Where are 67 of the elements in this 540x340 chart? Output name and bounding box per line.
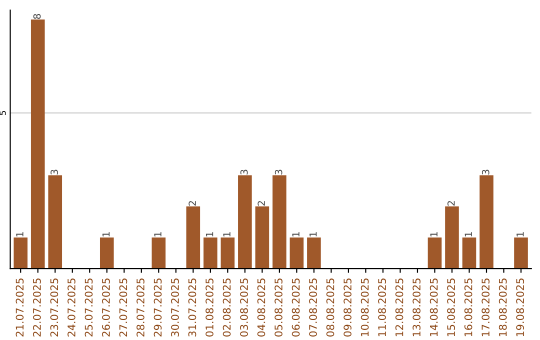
bar	[100, 237, 114, 269]
data-label: 1	[310, 232, 317, 236]
data-label: 1	[464, 232, 472, 236]
data-label: 2	[188, 201, 196, 206]
x-tick-label: 21.07.2025	[16, 278, 24, 337]
bar	[462, 237, 476, 269]
data-label: 1	[516, 232, 524, 236]
bar	[445, 206, 459, 269]
bar	[204, 237, 218, 269]
bar	[152, 237, 166, 269]
data-label: 3	[482, 170, 490, 174]
x-tick-label: 10.08.2025	[360, 278, 369, 336]
bar	[480, 175, 494, 269]
bar	[272, 175, 286, 269]
data-label: 1	[154, 232, 162, 236]
x-tick-label: 22.07.2025	[33, 278, 41, 337]
bar	[14, 237, 28, 269]
x-tick-label: 03.08.2025	[240, 278, 248, 337]
data-label: 8	[33, 14, 41, 19]
x-tick-label: 29.07.2025	[154, 278, 162, 337]
x-tick-label: 09.08.2025	[344, 278, 352, 337]
x-tick-label: 02.08.2025	[222, 278, 231, 337]
bar	[30, 20, 45, 269]
x-tick-label: 07.08.2025	[309, 278, 317, 337]
data-label: 1	[16, 232, 24, 236]
x-tick-label: 14.08.2025	[430, 278, 438, 336]
bar	[307, 237, 321, 269]
bar	[186, 206, 200, 269]
x-tick-label: 04.08.2025	[257, 278, 266, 337]
x-tick-label: 30.07.2025	[171, 278, 179, 336]
x-tick-label: 27.07.2025	[119, 278, 128, 337]
data-label: 1	[292, 232, 300, 236]
bar	[514, 237, 528, 269]
x-tick-label: 12.08.2025	[395, 278, 404, 336]
x-tick-label: 31.07.2025	[188, 278, 196, 336]
x-tick-label: 16.08.2025	[464, 278, 472, 336]
data-label: 2	[447, 201, 455, 206]
data-label: 1	[430, 232, 438, 236]
data-label: 1	[102, 232, 110, 236]
data-label: 1	[223, 232, 230, 236]
data-label: 1	[206, 232, 214, 236]
bar	[428, 237, 442, 269]
x-tick-label: 24.07.2025	[68, 278, 76, 337]
x-tick-label: 08.08.2025	[326, 278, 334, 337]
bar	[255, 206, 270, 269]
x-tick-label: 05.08.2025	[274, 278, 282, 337]
x-tick-label: 25.07.2025	[84, 278, 93, 337]
x-tick-label: 28.07.2025	[136, 278, 144, 337]
x-tick-label: 01.08.2025	[206, 278, 214, 337]
bar	[220, 237, 235, 269]
x-tick-label: 06.08.2025	[292, 278, 300, 337]
x-tick-label: 19.08.2025	[516, 278, 524, 336]
data-label: 3	[50, 170, 58, 174]
bar	[290, 237, 304, 269]
data-label: 2	[258, 201, 265, 206]
bar	[48, 175, 62, 269]
data-label: 3	[274, 170, 282, 174]
data-label: 3	[240, 170, 248, 174]
x-tick-label: 17.08.2025	[482, 278, 490, 336]
x-tick-label: 26.07.2025	[102, 278, 110, 337]
x-tick-label: 15.08.2025	[447, 278, 456, 336]
x-tick-label: 13.08.2025	[412, 278, 420, 336]
bar	[238, 175, 252, 269]
x-tick-label: 18.08.2025	[498, 278, 507, 336]
y-tick-label: 5	[0, 111, 6, 115]
x-tick-label: 11.08.2025	[378, 278, 386, 336]
x-tick-label: 23.07.2025	[50, 278, 58, 337]
